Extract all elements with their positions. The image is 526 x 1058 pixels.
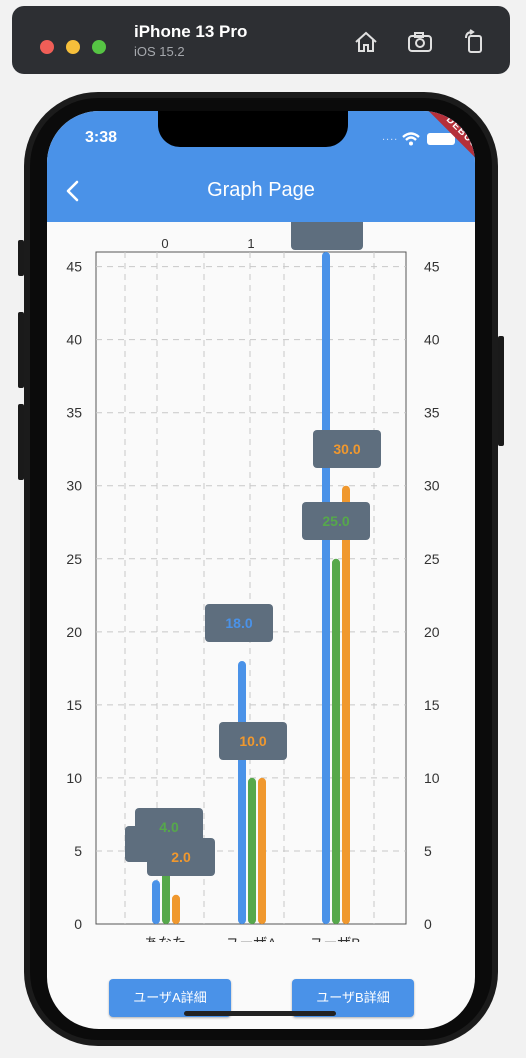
y-tick-label-right: 25 bbox=[424, 551, 440, 567]
power-button bbox=[498, 336, 504, 446]
mute-switch bbox=[18, 240, 24, 276]
y-tick-label-left: 15 bbox=[66, 697, 82, 713]
screenshot-camera-icon[interactable] bbox=[406, 28, 434, 56]
tooltip-label: 2.0 bbox=[171, 849, 191, 865]
x-category-label: ユーザA bbox=[225, 935, 277, 942]
tooltip-box bbox=[219, 722, 287, 760]
top-axis-label: 0 bbox=[161, 236, 168, 251]
bar-chart: 005510101515202025253030353540404545012あ… bbox=[66, 222, 440, 942]
phone-screen: 3:38 .... DEBUG Graph Page 0 0 5 5 10 10 15 15 2… bbox=[47, 111, 475, 1029]
device-name: iPhone 13 Pro bbox=[134, 22, 248, 41]
y-tick-label-left: 25 bbox=[66, 551, 82, 567]
close-window-button[interactable] bbox=[40, 40, 54, 54]
rotate-icon[interactable] bbox=[460, 28, 488, 56]
bar bbox=[238, 661, 246, 924]
tooltip-label: 30.0 bbox=[333, 441, 360, 457]
y-tick-label-right: 20 bbox=[424, 624, 440, 640]
back-chevron-icon[interactable] bbox=[63, 179, 83, 203]
tooltip-label: 25.0 bbox=[322, 513, 349, 529]
bar bbox=[342, 485, 350, 924]
bar bbox=[332, 558, 340, 924]
tooltip-label: 18.0 bbox=[225, 615, 252, 631]
os-version: iOS 15.2 bbox=[134, 44, 185, 59]
top-axis-label: 1 bbox=[247, 236, 254, 251]
user-a-detail-button[interactable]: ユーザA詳細 bbox=[109, 979, 231, 1017]
home-icon[interactable] bbox=[352, 28, 380, 56]
y-tick-label-right: 45 bbox=[424, 259, 440, 275]
tooltip-box-overlap bbox=[125, 826, 155, 862]
y-tick-label-right: 5 bbox=[424, 843, 432, 859]
notch bbox=[158, 111, 348, 147]
tooltip-box bbox=[147, 838, 215, 876]
x-category-label: ユーザB bbox=[309, 935, 360, 942]
tooltip-box bbox=[291, 222, 363, 250]
tooltip-box bbox=[302, 502, 370, 540]
bar bbox=[258, 777, 266, 924]
wifi-icon bbox=[402, 132, 420, 146]
tooltip-box bbox=[205, 604, 273, 642]
user-b-detail-button[interactable]: ユーザB詳細 bbox=[292, 979, 414, 1017]
y-tick-label-right: 30 bbox=[424, 478, 440, 494]
y-tick-label-left: 40 bbox=[66, 332, 82, 348]
page-title: Graph Page bbox=[207, 179, 315, 201]
y-tick-label-right: 40 bbox=[424, 332, 440, 348]
bar bbox=[162, 865, 170, 924]
y-tick-label-left: 45 bbox=[66, 259, 82, 275]
y-tick-label-left: 5 bbox=[74, 843, 82, 859]
bar bbox=[152, 880, 160, 924]
y-tick-label-right: 0 bbox=[424, 916, 432, 932]
bar bbox=[248, 777, 256, 924]
tooltip-label: 10.0 bbox=[239, 733, 266, 749]
y-tick-label-right: 10 bbox=[424, 770, 440, 786]
volume-up-button bbox=[18, 312, 24, 388]
y-tick-label-right: 15 bbox=[424, 697, 440, 713]
signal-icon: .... bbox=[382, 131, 399, 143]
bar bbox=[172, 894, 180, 924]
y-tick-label-left: 10 bbox=[66, 770, 82, 786]
app-bar: 3:38 .... DEBUG Graph Page bbox=[47, 111, 475, 222]
battery-icon bbox=[427, 133, 455, 145]
y-tick-label-left: 35 bbox=[66, 405, 82, 421]
y-tick-label-left: 30 bbox=[66, 478, 82, 494]
y-tick-label-right: 35 bbox=[424, 405, 440, 421]
status-time: 3:38 bbox=[85, 129, 118, 146]
minimize-window-button[interactable] bbox=[66, 40, 80, 54]
tooltip-label: 4.0 bbox=[159, 819, 179, 835]
simulator-toolbar: iPhone 13 Pro iOS 15.2 bbox=[12, 6, 510, 74]
volume-down-button bbox=[18, 404, 24, 480]
bar bbox=[322, 252, 330, 924]
y-tick-label-left: 20 bbox=[66, 624, 82, 640]
maximize-window-button[interactable] bbox=[92, 40, 106, 54]
tooltip-box bbox=[313, 430, 381, 468]
plot-frame bbox=[95, 251, 407, 925]
home-indicator bbox=[184, 1011, 336, 1016]
x-category-label: あなた bbox=[144, 935, 186, 942]
y-tick-label-left: 0 bbox=[74, 916, 82, 932]
